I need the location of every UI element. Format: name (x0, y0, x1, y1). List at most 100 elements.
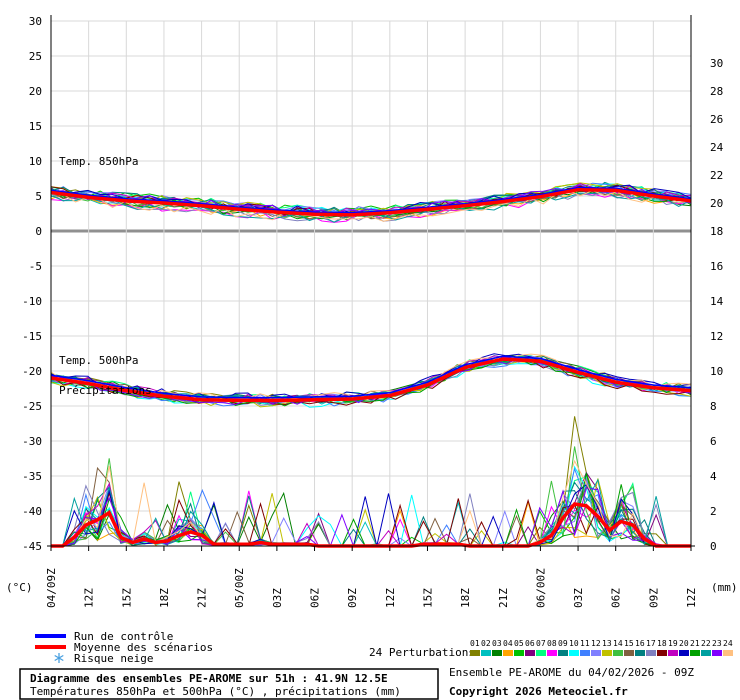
x-tick-label: 15Z (120, 588, 133, 608)
perturbation-swatch (679, 650, 689, 656)
perturbation-swatch (492, 650, 502, 656)
mean-lines (50, 186, 692, 548)
x-tick-label: 03Z (572, 588, 585, 608)
right-tick-label: 14 (710, 295, 724, 308)
left-tick-label: 10 (29, 155, 42, 168)
perturbation-swatch (569, 650, 579, 656)
perturbation-number: 20 (679, 639, 689, 648)
perturbation-number: 06 (525, 639, 535, 648)
perturbation-swatch (646, 650, 656, 656)
x-tick-label: 21Z (497, 588, 510, 608)
perturbation-number: 10 (569, 639, 579, 648)
perturbation-swatch (701, 650, 711, 656)
left-tick-label: -15 (22, 330, 42, 343)
perturbation-number: 07 (536, 639, 546, 648)
perturbation-number: 01 (470, 639, 480, 648)
perturbations-label: 24 Perturbations (369, 646, 475, 659)
left-tick-label: -40 (22, 505, 42, 518)
perturbation-number: 05 (514, 639, 524, 648)
perturbation-swatch (591, 650, 601, 656)
x-tick-label: 15Z (421, 588, 434, 608)
footer-title-box (19, 668, 439, 700)
left-tick-label: -5 (29, 260, 42, 273)
left-tick-label: -30 (22, 435, 42, 448)
perturbation-swatch (657, 650, 667, 656)
right-tick-label: 12 (710, 330, 723, 343)
perturbation-swatch (558, 650, 568, 656)
right-tick-label: 16 (710, 260, 723, 273)
perturbation-number: 03 (492, 639, 502, 648)
right-tick-label: 24 (710, 141, 724, 154)
perturbation-number: 11 (580, 639, 590, 648)
label-temp-850: Temp. 850hPa (59, 155, 138, 168)
legend-snow-label: Risque neige (74, 652, 153, 665)
perturbation-number: 15 (624, 639, 634, 648)
perturbation-number: 04 (503, 639, 513, 648)
perturbation-number: 13 (602, 639, 612, 648)
left-tick-label: 5 (35, 190, 42, 203)
x-tick-label: 03Z (271, 588, 284, 608)
perturbation-number: 16 (635, 639, 645, 648)
perturbation-swatch (580, 650, 590, 656)
member-t850-line (50, 189, 692, 222)
right-tick-label: 4 (710, 470, 717, 483)
right-tick-label: 18 (710, 225, 723, 238)
perturbation-number: 21 (690, 639, 700, 648)
left-tick-label: -10 (22, 295, 42, 308)
x-tick-label: 12Z (83, 588, 96, 608)
perturbation-swatch (602, 650, 612, 656)
right-tick-label: 22 (710, 169, 723, 182)
x-tick-label: 06Z (309, 588, 322, 608)
perturbation-number: 24 (723, 639, 733, 648)
right-tick-label: 10 (710, 365, 723, 378)
member-t850-line (50, 183, 692, 216)
left-tick-label: 25 (29, 50, 42, 63)
perturbation-number: 02 (481, 639, 491, 648)
x-tick-label: 12Z (384, 588, 397, 608)
label-temp-500: Temp. 500hPa (59, 354, 138, 367)
perturbation-swatch (547, 650, 557, 656)
label-precipitations: Précipitations (59, 384, 152, 397)
perturbation-swatch (525, 650, 535, 656)
perturbation-swatch (723, 650, 733, 656)
perturbation-number: 08 (547, 639, 557, 648)
perturbation-number: 09 (558, 639, 568, 648)
member-t500-line (50, 358, 692, 406)
left-tick-label: 15 (29, 120, 42, 133)
perturbation-swatch (635, 650, 645, 656)
perturbation-swatch (514, 650, 524, 656)
x-tick-label: 18Z (459, 588, 472, 608)
perturbation-swatch (624, 650, 634, 656)
x-tick-label: 12Z (685, 588, 698, 608)
right-tick-label: 2 (710, 505, 717, 518)
control-run-line (50, 186, 692, 214)
chart-grid (50, 20, 692, 547)
perturbation-number: 14 (613, 639, 623, 648)
perturbation-number: 23 (712, 639, 722, 648)
chart-axes: -45-40-35-30-25-20-15-10-505101520253018… (22, 15, 724, 608)
perturbation-swatch (470, 650, 480, 656)
left-tick-label: -25 (22, 400, 42, 413)
perturbation-number: 12 (591, 639, 601, 648)
right-tick-label: 20 (710, 197, 723, 210)
perturbation-swatch (481, 650, 491, 656)
perturbation-swatch (613, 650, 623, 656)
x-tick-label: 04/09Z (45, 568, 58, 608)
snowflake-icon (54, 653, 64, 663)
perturbation-legend: 01 02 03 04 05 06 07 08 09 10 11 12 13 14 15 16 17 18 19 20… (470, 639, 733, 656)
left-tick-label: 0 (35, 225, 42, 238)
x-tick-label: 05/00Z (233, 568, 246, 608)
mean-t500-line (50, 357, 692, 403)
ensemble-members (50, 181, 692, 548)
left-tick-label: -45 (22, 540, 42, 553)
x-tick-label: 06/00Z (534, 568, 547, 608)
legend-control-label: Run de contrôle (74, 630, 173, 643)
footer-ensemble-run: Ensemble PE-AROME du 04/02/2026 - 09Z (449, 666, 694, 679)
perturbation-number: 17 (646, 639, 656, 648)
right-tick-label: 8 (710, 400, 717, 413)
left-axis-unit: (°C) (6, 581, 33, 594)
left-tick-label: -35 (22, 470, 42, 483)
x-tick-label: 18Z (158, 588, 171, 608)
x-tick-label: 21Z (196, 588, 209, 608)
